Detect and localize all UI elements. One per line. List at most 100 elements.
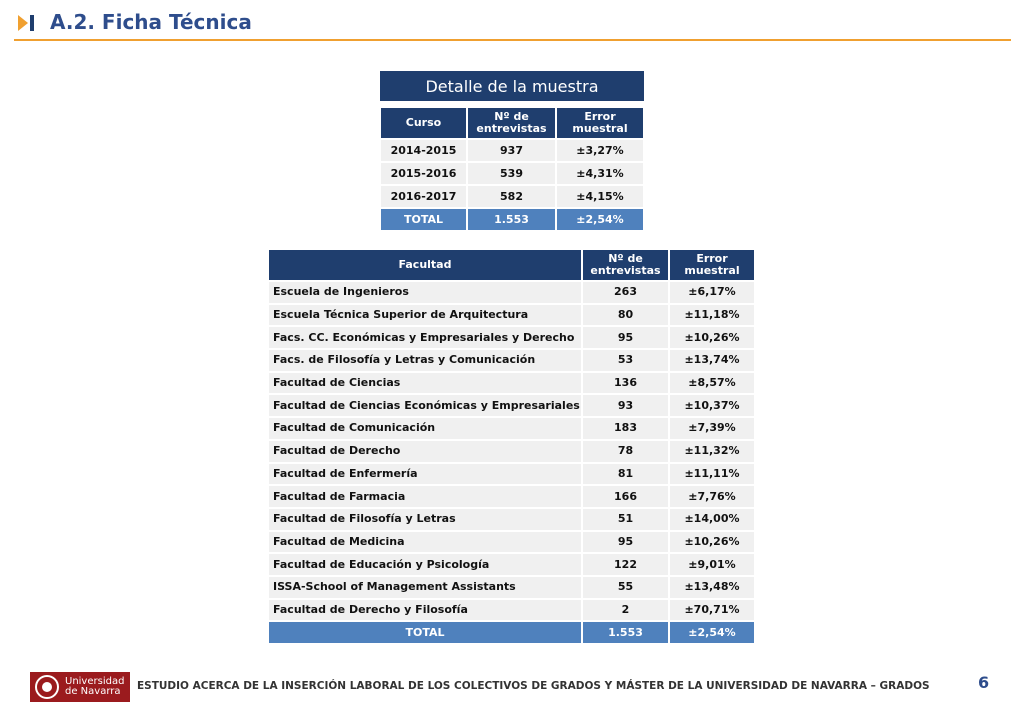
table-cell: ±10,26%	[669, 326, 755, 350]
table-cell: ±11,11%	[669, 462, 755, 486]
total-cell: ±2,54%	[669, 621, 755, 644]
faculty-table: Facultad Nº de entrevistas Error muestral E…	[268, 249, 755, 644]
table-row: Facultad de Medicina 95 ±10,26%	[268, 530, 755, 554]
table-cell: ±70,71%	[669, 598, 755, 622]
header-row: Curso Nº de entrevistas Error muestral	[380, 107, 644, 139]
table-row: Facultad de Farmacia 166 ±7,76%	[268, 485, 755, 508]
table-cell: ±8,57%	[669, 371, 755, 395]
table-row: Facultad de Ciencias Económicas y Empres…	[268, 394, 755, 418]
total-cell: 1.553	[582, 621, 669, 644]
table-cell: 2014-2015	[380, 139, 467, 162]
header-icon	[18, 15, 34, 31]
table-cell: 51	[582, 507, 669, 531]
table-cell: Facultad de Filosofía y Letras	[268, 507, 582, 531]
table-cell: Facultad de Enfermería	[268, 462, 582, 486]
table-row: Facs. de Filosofía y Letras y Comunicaci…	[268, 349, 755, 372]
table-row: Escuela Técnica Superior de Arquitectura…	[268, 303, 755, 327]
table-cell: Facultad de Educación y Psicología	[268, 553, 582, 576]
table-cell: Facultad de Ciencias	[268, 371, 582, 395]
table-row: 2015-2016 539 ±4,31%	[380, 162, 644, 185]
table-cell: 55	[582, 575, 669, 599]
column-header: Error muestral	[669, 249, 755, 281]
table-cell: 166	[582, 485, 669, 508]
table-row: 2014-2015 937 ±3,27%	[380, 139, 644, 162]
table-row: Facultad de Derecho y Filosofía 2 ±70,71%	[268, 598, 755, 622]
table-cell: ±6,17%	[669, 281, 755, 304]
table-cell: 183	[582, 417, 669, 440]
table-row: Facs. CC. Económicas y Empresariales y D…	[268, 326, 755, 350]
logo-seal	[35, 675, 59, 699]
column-header: Curso	[380, 107, 467, 139]
table-cell: ±9,01%	[669, 553, 755, 576]
total-row: TOTAL 1.553 ±2,54%	[380, 208, 644, 231]
table-cell: Facultad de Derecho y Filosofía	[268, 598, 582, 622]
table-cell: 122	[582, 553, 669, 576]
table-cell: 2016-2017	[380, 185, 467, 208]
table-cell: Facs. CC. Económicas y Empresariales y D…	[268, 326, 582, 350]
column-header: Error muestral	[556, 107, 644, 139]
table-cell: 95	[582, 326, 669, 350]
table-cell: ±13,74%	[669, 349, 755, 372]
page-title: A.2. Ficha Técnica	[50, 10, 252, 34]
column-header: Facultad	[268, 249, 582, 281]
table-cell: ±11,18%	[669, 303, 755, 327]
total-cell: 1.553	[467, 208, 556, 231]
table-row: Facultad de Comunicación 183 ±7,39%	[268, 417, 755, 440]
logo-text: de Navarra	[65, 686, 121, 697]
table-cell: ±3,27%	[556, 139, 644, 162]
table-cell: 136	[582, 371, 669, 395]
table-cell: ±14,00%	[669, 507, 755, 531]
table-cell: ±4,31%	[556, 162, 644, 185]
logo: Universidad de Navarra	[30, 672, 130, 702]
total-row: TOTAL 1.553 ±2,54%	[268, 621, 755, 644]
table-cell: 95	[582, 530, 669, 554]
table-cell: Facultad de Farmacia	[268, 485, 582, 508]
table-row: Facultad de Ciencias 136 ±8,57%	[268, 371, 755, 395]
table-cell: 2015-2016	[380, 162, 467, 185]
table-row: Facultad de Enfermería 81 ±11,11%	[268, 462, 755, 486]
footer-text: ESTUDIO ACERCA DE LA INSERCIÓN LABORAL D…	[137, 680, 930, 692]
table-cell: 80	[582, 303, 669, 327]
table-cell: ±4,15%	[556, 185, 644, 208]
table-row: Facultad de Educación y Psicología 122 ±9,…	[268, 553, 755, 576]
table-cell: 582	[467, 185, 556, 208]
table-cell: 53	[582, 349, 669, 372]
table-cell: ±10,26%	[669, 530, 755, 554]
table-cell: 81	[582, 462, 669, 486]
table-cell: Facultad de Medicina	[268, 530, 582, 554]
total-cell: TOTAL	[268, 621, 582, 644]
table-title: Detalle de la muestra	[380, 71, 644, 101]
table-cell: Escuela de Ingenieros	[268, 281, 582, 304]
table-cell: ±10,37%	[669, 394, 755, 418]
logo-text: Universidad	[65, 676, 125, 687]
table-row: ISSA-School of Management Assistants 55 ±1…	[268, 575, 755, 599]
header-rule	[14, 39, 1011, 41]
column-header: Nº de entrevistas	[467, 107, 556, 139]
table-cell: Facultad de Ciencias Económicas y Empres…	[268, 394, 582, 418]
table-cell: 539	[467, 162, 556, 185]
table-cell: 78	[582, 439, 669, 463]
sample-table: Curso Nº de entrevistas Error muestral 2014…	[380, 107, 644, 231]
table-cell: 93	[582, 394, 669, 418]
table-cell: 263	[582, 281, 669, 304]
table-row: Escuela de Ingenieros 263 ±6,17%	[268, 281, 755, 304]
table-cell: ±7,39%	[669, 417, 755, 440]
total-cell: ±2,54%	[556, 208, 644, 231]
table-cell: Facultad de Derecho	[268, 439, 582, 463]
table-cell: ±11,32%	[669, 439, 755, 463]
page-number: 6	[978, 673, 990, 692]
table-cell: Facs. de Filosofía y Letras y Comunicaci…	[268, 349, 582, 372]
column-header: Nº de entrevistas	[582, 249, 669, 281]
table-cell: Facultad de Comunicación	[268, 417, 582, 440]
table-cell: ±13,48%	[669, 575, 755, 599]
table-row: 2016-2017 582 ±4,15%	[380, 185, 644, 208]
total-cell: TOTAL	[380, 208, 467, 231]
table-cell: Escuela Técnica Superior de Arquitectura	[268, 303, 582, 327]
table-cell: 2	[582, 598, 669, 622]
table-cell: ISSA-School of Management Assistants	[268, 575, 582, 599]
header-row: Facultad Nº de entrevistas Error muestral	[268, 249, 755, 281]
table-row: Facultad de Derecho 78 ±11,32%	[268, 439, 755, 463]
table-row: Facultad de Filosofía y Letras 51 ±14,00%	[268, 507, 755, 531]
table-cell: 937	[467, 139, 556, 162]
